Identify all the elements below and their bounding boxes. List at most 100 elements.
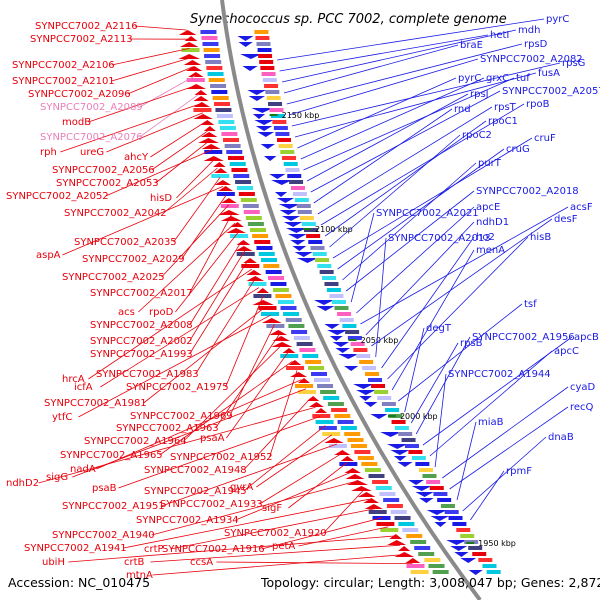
- feature-block: [380, 528, 399, 532]
- forward-strand-feature: [238, 42, 253, 47]
- reverse-strand-feature: [193, 102, 211, 107]
- leader-line: [123, 498, 370, 549]
- feature-block: [314, 258, 329, 262]
- feature-block: [298, 390, 317, 394]
- feature-block: [280, 306, 297, 310]
- leader-line: [429, 350, 553, 457]
- forward-strand-feature: [370, 414, 388, 419]
- gene-label-synpcc7002-a1952: SYNPCC7002_A1952: [170, 452, 273, 463]
- feature-block: [345, 330, 360, 334]
- leader-line: [371, 218, 553, 347]
- feature-block: [247, 222, 264, 226]
- feature-block: [424, 558, 441, 562]
- feature-tracks: [178, 30, 501, 575]
- feature-block: [208, 78, 225, 82]
- feature-block: [379, 492, 396, 496]
- feature-block: [433, 492, 448, 496]
- gene-label-tuf: tuf: [516, 73, 530, 84]
- gene-label-synpcc7002-a2035: SYNPCC7002_A2035: [74, 237, 177, 248]
- feature-block: [204, 54, 221, 58]
- gene-label-acsf: acsF: [570, 202, 593, 213]
- forward-strand-feature: [460, 558, 477, 563]
- leader-line: [313, 108, 453, 204]
- feature-block: [381, 402, 396, 406]
- feature-block: [285, 168, 300, 172]
- feature-block: [211, 174, 230, 178]
- leader-line: [320, 103, 525, 226]
- feature-block: [323, 396, 340, 400]
- forward-strand-feature: [393, 456, 407, 461]
- feature-block: [437, 498, 452, 502]
- kbp-tick-label: 2150 kbp: [282, 111, 320, 120]
- gene-label-synpcc7002-a1981: SYNPCC7002_A1981: [44, 398, 147, 409]
- feature-block: [315, 420, 334, 424]
- gene-label-synpcc7002-a1993: SYNPCC7002_A1993: [90, 349, 193, 360]
- leader-line: [225, 296, 264, 388]
- feature-block: [365, 372, 380, 376]
- gene-label-synpcc7002-a1965: SYNPCC7002_A1965: [60, 450, 163, 461]
- gene-label-ytfc: ytfC: [52, 412, 72, 423]
- reverse-strand-feature: [198, 138, 220, 143]
- leader-line: [60, 103, 201, 153]
- feature-block: [361, 462, 378, 466]
- gene-label-apcc: apcC: [554, 346, 579, 357]
- reverse-strand-feature: [405, 558, 421, 563]
- forward-strand-feature: [252, 114, 266, 119]
- feature-block: [347, 438, 364, 442]
- leader-line: [317, 106, 493, 215]
- leader-line: [243, 425, 326, 492]
- forward-strand-feature: [292, 246, 307, 251]
- reverse-strand-feature: [363, 498, 380, 503]
- gene-label-psab: psaB: [92, 483, 117, 494]
- forward-strand-feature: [316, 306, 335, 311]
- feature-block: [272, 288, 289, 292]
- feature-block: [314, 378, 331, 382]
- gene-label-synpcc7002-a2096: SYNPCC7002_A2096: [28, 89, 131, 100]
- forward-strand-feature: [415, 492, 434, 497]
- forward-strand-feature: [419, 498, 434, 503]
- leader-line: [78, 314, 271, 418]
- forward-strand-feature: [240, 54, 262, 59]
- gene-label-aspa: aspA: [36, 250, 61, 261]
- leader-line: [288, 58, 479, 116]
- gene-label-synpcc7002-a1940: SYNPCC7002_A1940: [52, 530, 155, 541]
- leader-line: [216, 561, 413, 564]
- forward-strand-feature: [248, 96, 266, 101]
- gene-label-synpcc7002-a2029: SYNPCC7002_A2029: [82, 254, 185, 265]
- reverse-strand-feature: [290, 372, 308, 377]
- reverse-strand-feature: [288, 360, 302, 365]
- feature-block: [254, 30, 269, 34]
- feature-block: [486, 570, 501, 574]
- gene-label-rpoc2: rpoC2: [462, 130, 492, 141]
- leader-line: [356, 206, 475, 314]
- forward-strand-feature: [288, 234, 307, 239]
- feature-block: [359, 360, 374, 364]
- feature-block: [410, 540, 427, 544]
- forward-strand-feature: [313, 300, 334, 305]
- leader-line: [68, 535, 395, 563]
- forward-strand-feature: [411, 486, 432, 491]
- feature-block: [215, 108, 232, 112]
- forward-strand-feature: [335, 348, 350, 353]
- reverse-strand-feature: [184, 36, 198, 41]
- leader-line: [269, 370, 298, 458]
- feature-block: [375, 486, 392, 490]
- feature-block: [257, 48, 272, 52]
- feature-block: [238, 192, 255, 196]
- leader-line: [138, 222, 236, 313]
- gene-label-synpcc7002-a2053: SYNPCC7002_A2053: [56, 178, 159, 189]
- reverse-strand-feature: [220, 216, 242, 221]
- gene-label-rpmf: rpmF: [506, 466, 532, 477]
- gene-label-synpcc7002-a1920: SYNPCC7002_A1920: [224, 528, 327, 539]
- feature-block: [406, 564, 425, 568]
- feature-block: [383, 498, 400, 502]
- reverse-strand-feature: [203, 126, 216, 131]
- feature-block: [401, 438, 416, 442]
- reverse-strand-feature: [324, 438, 344, 443]
- leader-line: [291, 62, 561, 127]
- feature-block: [245, 216, 262, 220]
- feature-block: [296, 204, 311, 208]
- leader-line: [150, 544, 401, 563]
- feature-block: [329, 294, 344, 298]
